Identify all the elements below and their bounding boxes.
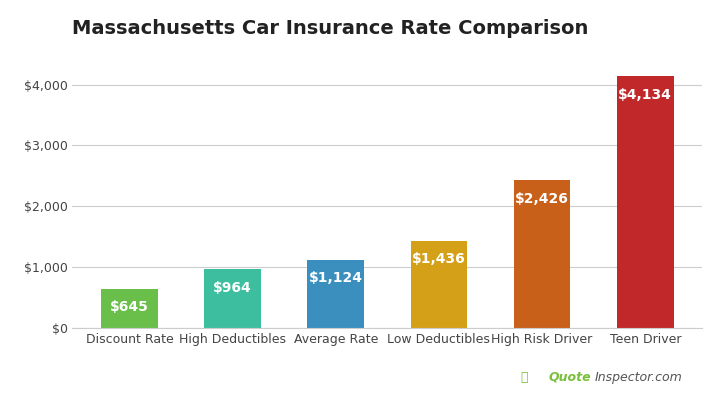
- Text: Quote: Quote: [549, 371, 592, 384]
- Text: $964: $964: [213, 280, 252, 294]
- Text: $2,426: $2,426: [515, 192, 569, 206]
- Text: $4,134: $4,134: [618, 88, 672, 102]
- Text: Massachusetts Car Insurance Rate Comparison: Massachusetts Car Insurance Rate Compari…: [72, 19, 589, 38]
- Bar: [204, 269, 261, 328]
- Text: $645: $645: [110, 300, 149, 314]
- Bar: [308, 260, 364, 328]
- Text: $1,436: $1,436: [412, 252, 466, 266]
- Bar: [514, 180, 571, 328]
- Bar: [617, 76, 673, 328]
- Text: Inspector.com: Inspector.com: [594, 371, 682, 384]
- Bar: [101, 289, 158, 328]
- Bar: [411, 240, 467, 328]
- Text: Ⓠ: Ⓠ: [521, 371, 533, 384]
- Text: $1,124: $1,124: [308, 271, 363, 285]
